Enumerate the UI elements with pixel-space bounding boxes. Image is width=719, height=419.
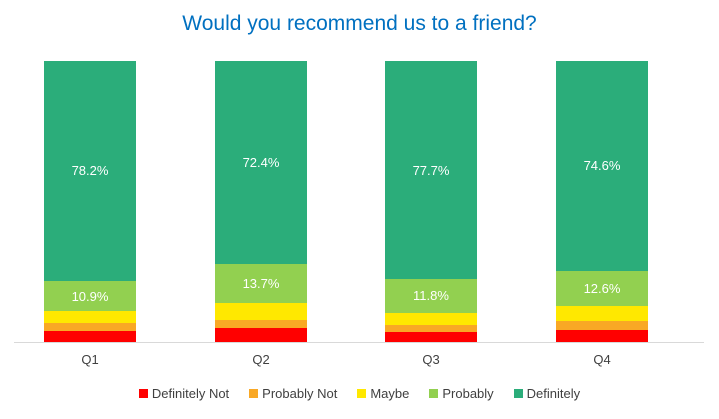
segment-probably: 13.7%: [215, 264, 307, 303]
segment-maybe: [215, 302, 307, 320]
bar-q3: 11.8% 77.7%: [385, 61, 477, 342]
segment-maybe: [44, 311, 136, 324]
x-axis-line: [14, 342, 704, 343]
segment-definitely: 78.2%: [44, 61, 136, 281]
category-label: Q3: [422, 352, 440, 367]
segment-probably-not: [385, 324, 477, 332]
category-label: Q1: [81, 352, 99, 367]
bar-q4: 12.6% 74.6%: [556, 61, 648, 342]
legend-swatch-icon: [513, 389, 523, 398]
legend-label: Probably Not: [262, 386, 338, 401]
category-label: Q2: [252, 352, 270, 367]
legend: Definitely Not Probably Not Maybe Probably D…: [0, 386, 719, 401]
data-label: 11.8%: [413, 288, 449, 304]
segment-definitely-not: [44, 331, 136, 342]
segment-definitely-not: [385, 331, 477, 342]
bar-q1: 10.9% 78.2%: [44, 61, 136, 342]
data-label: 13.7%: [242, 276, 280, 292]
legend-item: Definitely Not: [138, 386, 230, 401]
data-label: 74.6%: [583, 158, 621, 174]
segment-definitely-not: [556, 329, 648, 342]
data-label: 78.2%: [71, 163, 109, 179]
plot-area: 10.9% 78.2% 13.7% 72.4% 11.8% 77.7% 12.6% 74.6%: [14, 61, 704, 342]
legend-label: Maybe: [370, 386, 410, 401]
segment-maybe: [556, 306, 648, 321]
legend-swatch-icon: [429, 389, 439, 398]
data-label: 77.7%: [412, 162, 450, 178]
legend-item: Probably: [429, 386, 494, 401]
chart-title: Would you recommend us to a friend?: [182, 12, 537, 35]
category-label: Q4: [593, 352, 611, 367]
legend-swatch-icon: [249, 389, 259, 398]
segment-probably-not: [556, 320, 648, 330]
legend-label: Definitely: [526, 386, 581, 401]
data-label: 72.4%: [242, 155, 280, 171]
segment-probably-not: [215, 319, 307, 328]
legend-item: Definitely: [513, 386, 581, 401]
legend-label: Probably: [442, 386, 494, 401]
bar-q2: 13.7% 72.4%: [215, 61, 307, 342]
segment-definitely: 74.6%: [556, 61, 648, 271]
data-label: 10.9%: [71, 288, 109, 304]
segment-probably: 12.6%: [556, 270, 648, 307]
segment-definitely: 77.7%: [385, 61, 477, 280]
legend-item: Probably Not: [249, 386, 337, 401]
segment-probably: 10.9%: [44, 280, 136, 312]
segment-definitely-not: [215, 327, 307, 342]
segment-probably-not: [44, 323, 136, 332]
legend-swatch-icon: [357, 389, 367, 398]
segment-probably: 11.8%: [385, 279, 477, 313]
segment-maybe: [385, 312, 477, 325]
legend-label: Definitely Not: [151, 386, 230, 401]
legend-swatch-icon: [138, 389, 148, 398]
data-label: 12.6%: [583, 280, 621, 296]
legend-item: Maybe: [357, 386, 409, 401]
segment-definitely: 72.4%: [215, 61, 307, 265]
